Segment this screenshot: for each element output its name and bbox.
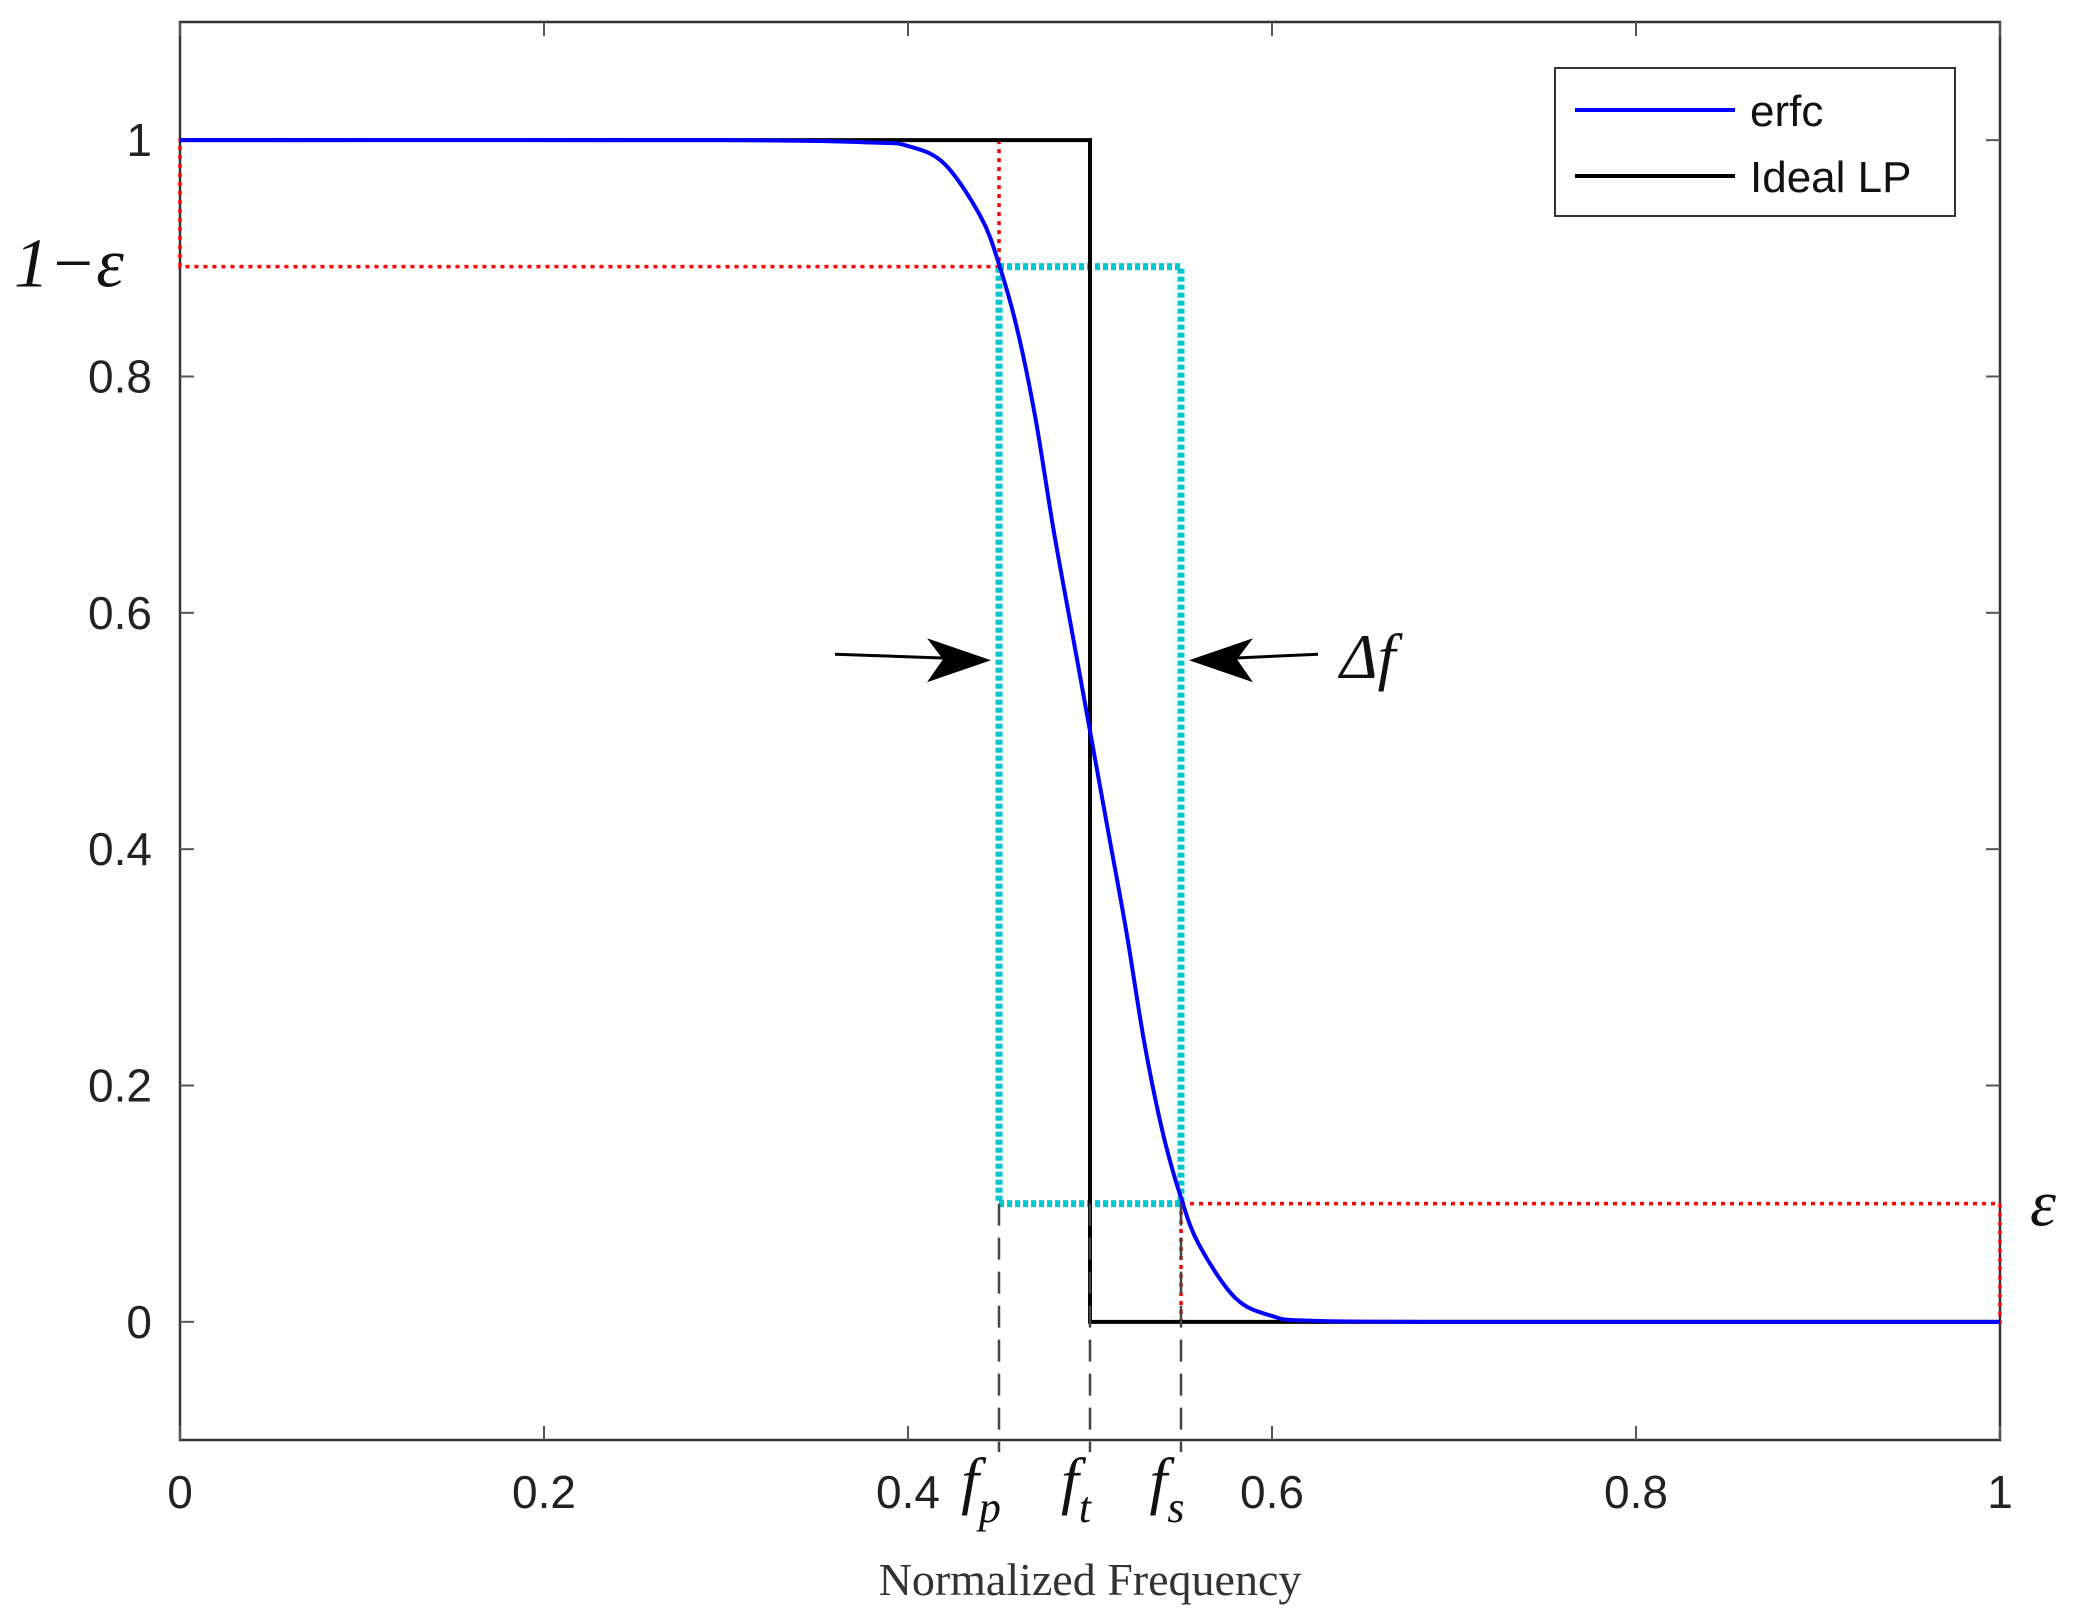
label-f_s: fs bbox=[1150, 1445, 1185, 1532]
legend-box bbox=[1554, 67, 1956, 217]
x-tick-label: 0.2 bbox=[512, 1466, 576, 1518]
x-axis-label: Normalized Frequency bbox=[879, 1554, 1302, 1605]
label-f_p: fp bbox=[961, 1445, 1001, 1532]
x-tick-label: 0.6 bbox=[1240, 1466, 1304, 1518]
epsilon-label: ε bbox=[2030, 1168, 2056, 1241]
y-tick-label: 0.4 bbox=[88, 823, 152, 875]
x-axis-ticks: 0 0.2 0.4 0.6 0.8 1 bbox=[167, 22, 2013, 1518]
annotations: 1−ε ε Δf fp ft fs bbox=[14, 226, 2056, 1532]
y-tick-label: 0.2 bbox=[88, 1060, 152, 1112]
x-tick-label: 0.8 bbox=[1604, 1466, 1668, 1518]
passband-tolerance-region bbox=[178, 138, 1001, 269]
frequency-guides bbox=[997, 1203, 1183, 1452]
legend-label-ideal-lp: Ideal LP bbox=[1750, 153, 1911, 202]
left-arrow-shaft bbox=[834, 652, 950, 660]
label-f_t: ft bbox=[1061, 1445, 1093, 1532]
left-arrow-head bbox=[927, 638, 991, 683]
series-line-erfc bbox=[179, 137, 2001, 1324]
label-f_p-sub: p bbox=[976, 1483, 1001, 1532]
series-layer bbox=[179, 137, 2001, 1324]
right-arrow-shaft bbox=[1230, 652, 1319, 660]
legend: erfc Ideal LP bbox=[1554, 67, 1956, 217]
one-minus-epsilon-label: 1−ε bbox=[14, 226, 124, 303]
label-f_t-sub: t bbox=[1079, 1483, 1093, 1532]
delta-f-label: Δf bbox=[1337, 621, 1404, 692]
legend-label-erfc: erfc bbox=[1750, 87, 1823, 136]
y-tick-label: 1 bbox=[126, 114, 152, 166]
right-arrow-head bbox=[1189, 638, 1253, 683]
label-f_s-sub: s bbox=[1167, 1483, 1184, 1532]
y-tick-label: 0.6 bbox=[88, 587, 152, 639]
y-tick-label: 0.8 bbox=[88, 351, 152, 403]
x-tick-label: 0.4 bbox=[876, 1466, 940, 1518]
x-tick-label: 0 bbox=[167, 1466, 193, 1518]
y-tick-label: 0 bbox=[126, 1296, 152, 1348]
y-axis-ticks: 0 0.2 0.4 0.6 0.8 1 bbox=[88, 114, 2000, 1348]
x-tick-label: 1 bbox=[1987, 1466, 2013, 1518]
